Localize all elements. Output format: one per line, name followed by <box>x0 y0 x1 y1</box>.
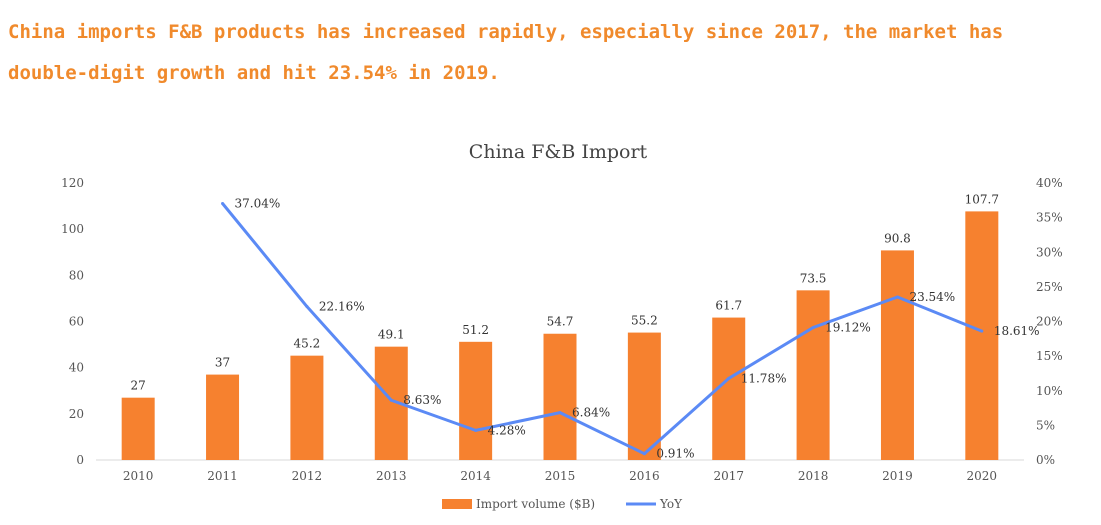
y-tick-label: 60 <box>69 315 84 329</box>
bar <box>121 397 155 460</box>
x-tick-label: 2013 <box>376 469 407 483</box>
bar-value-label: 27 <box>131 379 146 393</box>
x-tick-label: 2010 <box>123 469 154 483</box>
bar-value-label: 55.2 <box>631 314 658 328</box>
y2-tick-label: 15% <box>1036 349 1063 363</box>
yoy-value-label: 22.16% <box>319 300 365 314</box>
x-tick-label: 2016 <box>629 469 660 483</box>
x-tick-label: 2017 <box>713 469 744 483</box>
legend-bar-label: Import volume ($B) <box>476 497 595 511</box>
yoy-value-label: 23.54% <box>909 290 955 304</box>
y2-tick-label: 25% <box>1036 280 1063 294</box>
y2-tick-label: 30% <box>1036 245 1063 259</box>
yoy-point <box>305 305 309 309</box>
bar <box>796 290 830 460</box>
yoy-value-label: 8.63% <box>403 393 441 407</box>
yoy-value-label: 4.28% <box>488 423 526 437</box>
bar-value-label: 73.5 <box>800 271 827 285</box>
yoy-point <box>642 452 646 456</box>
bar-value-label: 45.2 <box>294 337 321 351</box>
yoy-value-label: 0.91% <box>656 447 694 461</box>
bar-value-label: 54.7 <box>547 315 574 329</box>
yoy-value-label: 11.78% <box>741 371 787 385</box>
bar-value-label: 51.2 <box>462 323 489 337</box>
yoy-value-label: 6.84% <box>572 406 610 420</box>
y-tick-label: 80 <box>69 268 84 282</box>
y2-tick-label: 5% <box>1036 418 1055 432</box>
yoy-point <box>558 411 562 415</box>
y2-tick-label: 10% <box>1036 384 1063 398</box>
bar-value-label: 107.7 <box>965 192 999 206</box>
x-tick-label: 2014 <box>460 469 491 483</box>
yoy-point <box>980 329 984 333</box>
x-tick-label: 2015 <box>545 469 576 483</box>
yoy-point <box>221 201 225 205</box>
y-tick-label: 0 <box>76 453 84 467</box>
bar-value-label: 37 <box>215 356 230 370</box>
yoy-value-label: 18.61% <box>994 324 1040 338</box>
y-tick-label: 40 <box>69 361 84 375</box>
bar-value-label: 49.1 <box>378 328 405 342</box>
yoy-value-label: 19.12% <box>825 321 871 335</box>
headline-text: China imports F&B products has increased… <box>8 21 1004 84</box>
bar-value-label: 90.8 <box>884 231 911 245</box>
x-tick-label: 2018 <box>798 469 829 483</box>
yoy-line <box>221 202 983 456</box>
y-tick-label: 20 <box>69 407 84 421</box>
yoy-point <box>895 295 899 299</box>
bar <box>627 332 661 460</box>
x-tick-label: 2020 <box>967 469 998 483</box>
y-tick-label: 120 <box>61 176 84 190</box>
legend-bar-swatch <box>442 499 472 509</box>
bar <box>965 211 999 460</box>
yoy-point <box>811 326 815 330</box>
y-tick-label: 100 <box>61 222 84 236</box>
yoy-point <box>727 376 731 380</box>
y2-tick-label: 0% <box>1036 453 1055 467</box>
chart-title: China F&B Import <box>469 141 648 163</box>
bar <box>206 374 240 460</box>
legend-line-label: YoY <box>659 497 683 511</box>
bar <box>459 341 493 460</box>
yoy-value-label: 37.04% <box>235 196 281 210</box>
x-tick-label: 2012 <box>292 469 323 483</box>
y2-tick-label: 20% <box>1036 315 1063 329</box>
bar <box>880 250 914 460</box>
x-tick-label: 2019 <box>882 469 913 483</box>
yoy-point <box>389 398 393 402</box>
bar-value-label: 61.7 <box>715 299 742 313</box>
x-tick-label: 2011 <box>207 469 238 483</box>
y2-tick-label: 40% <box>1036 176 1063 190</box>
bar <box>543 333 577 460</box>
y2-tick-label: 35% <box>1036 211 1063 225</box>
yoy-point <box>474 428 478 432</box>
bar <box>290 355 324 460</box>
